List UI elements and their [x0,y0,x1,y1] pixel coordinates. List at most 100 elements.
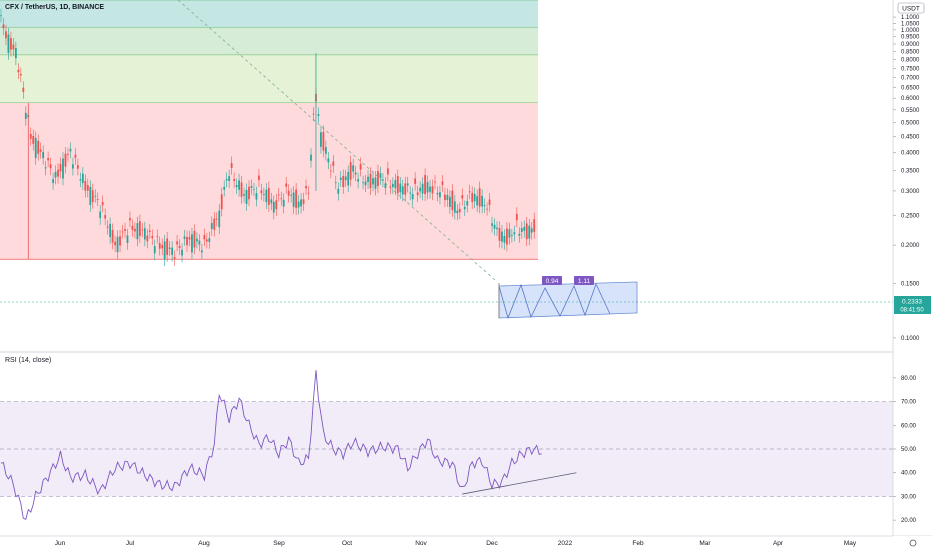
candle-body-171 [424,175,426,195]
candle-body-106 [262,194,265,195]
candle-body-151 [374,177,377,189]
candle-body-16 [39,149,42,152]
candle-body-161 [399,183,402,193]
candle-body-201 [498,227,501,241]
candle-body-99 [245,190,248,204]
time-axis-ticks: Jun Jul Aug Sep Oct Nov Dec 2022 Feb Mar Apr May [55,540,857,547]
candle-body-200 [496,227,498,230]
candle-body-158 [391,183,394,187]
candle-body-181 [448,196,451,207]
candle-body-34 [84,180,87,191]
candle-body-4 [10,38,12,50]
price-tick-label-4: 0.9000 [901,42,920,48]
rsi-pane[interactable]: RSI (14, close) [0,357,893,521]
currency-badge[interactable]: USDT [897,2,925,14]
candle-body-29 [72,164,74,169]
price-series [0,8,536,267]
settings-corner[interactable] [893,536,932,550]
price-tick-label-20: 0.1000 [901,336,920,342]
candle-body-140 [347,171,350,186]
candle-body-98 [243,194,245,196]
candle-body-25 [62,158,64,179]
fib-zone-2 [0,27,538,55]
candle-body-63 [156,236,159,237]
candle-body-69 [171,247,174,255]
price-axis[interactable] [893,0,932,536]
candle-body-107 [265,189,268,203]
price-tick-label-18: 0.2000 [901,243,920,249]
rsi-tick-label-6: 20.00 [901,518,917,524]
candle-body-194 [481,195,484,207]
candle-body-14 [34,137,37,159]
candle-body-202 [501,231,503,242]
candle-body-79 [196,238,198,242]
candle-body-204 [506,228,508,245]
month-tick-9: Mar [699,540,711,547]
symbol-title: CFX / TetherUS, 1D, BINANCE [5,4,104,11]
last-price-badge: 0.2333 08:41:50 [894,296,931,314]
candle-body-53 [131,225,134,230]
candle-body-9 [22,87,25,92]
candle-body-54 [134,228,136,232]
candle-body-56 [138,221,141,237]
candle-body-50 [124,229,126,231]
candle-body-59 [146,235,149,242]
projection-label-text-1: 0.94 [546,278,559,285]
candle-body-129 [320,132,322,147]
candle-body-177 [439,192,441,198]
candle-body-113 [280,198,283,200]
time-axis[interactable] [0,536,932,550]
candle-body-192 [476,196,479,206]
candle-body-167 [414,178,417,184]
candle-body-123 [305,185,307,189]
candle-body-83 [205,239,208,242]
fib-zone-3 [0,0,538,28]
candle-body-115 [285,183,288,187]
candle-body-64 [158,243,161,249]
candle-body-103 [255,193,258,200]
candle-body-10 [24,112,27,119]
candle-body-176 [436,192,439,195]
candle-body-155 [384,183,387,189]
candle-body-85 [210,222,213,229]
candle-body-1 [2,24,5,29]
candle-body-13 [32,136,35,144]
candle-body-189 [468,191,471,193]
price-tick-label-8: 0.7000 [901,76,920,82]
candle-body-207 [513,232,516,235]
candle-body-104 [258,175,260,181]
candle-body-8 [19,73,22,76]
candle-body-19 [47,157,50,161]
candle-body-89 [220,194,223,210]
price-tick-label-10: 0.6000 [901,96,920,102]
candle-body-97 [240,182,243,197]
candle-body-87 [215,218,218,220]
candle-body-114 [282,199,285,207]
candle-body-150 [372,178,374,185]
candle-body-41 [101,202,104,206]
candle-body-111 [275,200,278,210]
candle-body-122 [302,199,305,205]
candle-body-15 [37,140,40,154]
candle-body-81 [200,250,203,253]
candle-body-130 [322,131,325,151]
candle-body-108 [267,188,270,205]
candle-body-162 [401,186,404,195]
candle-body-105 [260,190,263,194]
candle-body-121 [300,199,302,207]
candle-body-134 [332,161,335,166]
price-tick-label-13: 0.4500 [901,135,920,141]
candle-body-128 [317,114,320,117]
candle-body-66 [163,241,166,260]
month-tick-3: Sep [273,540,285,547]
candle-body-84 [208,238,211,242]
last-price-value: 0.2333 [902,299,922,306]
candle-body-17 [42,151,45,159]
candle-body-157 [389,186,392,188]
candle-body-109 [270,199,273,204]
candle-body-18 [44,167,47,169]
candle-body-82 [203,235,206,240]
candle-body-27 [67,154,69,155]
candle-body-196 [486,208,488,210]
